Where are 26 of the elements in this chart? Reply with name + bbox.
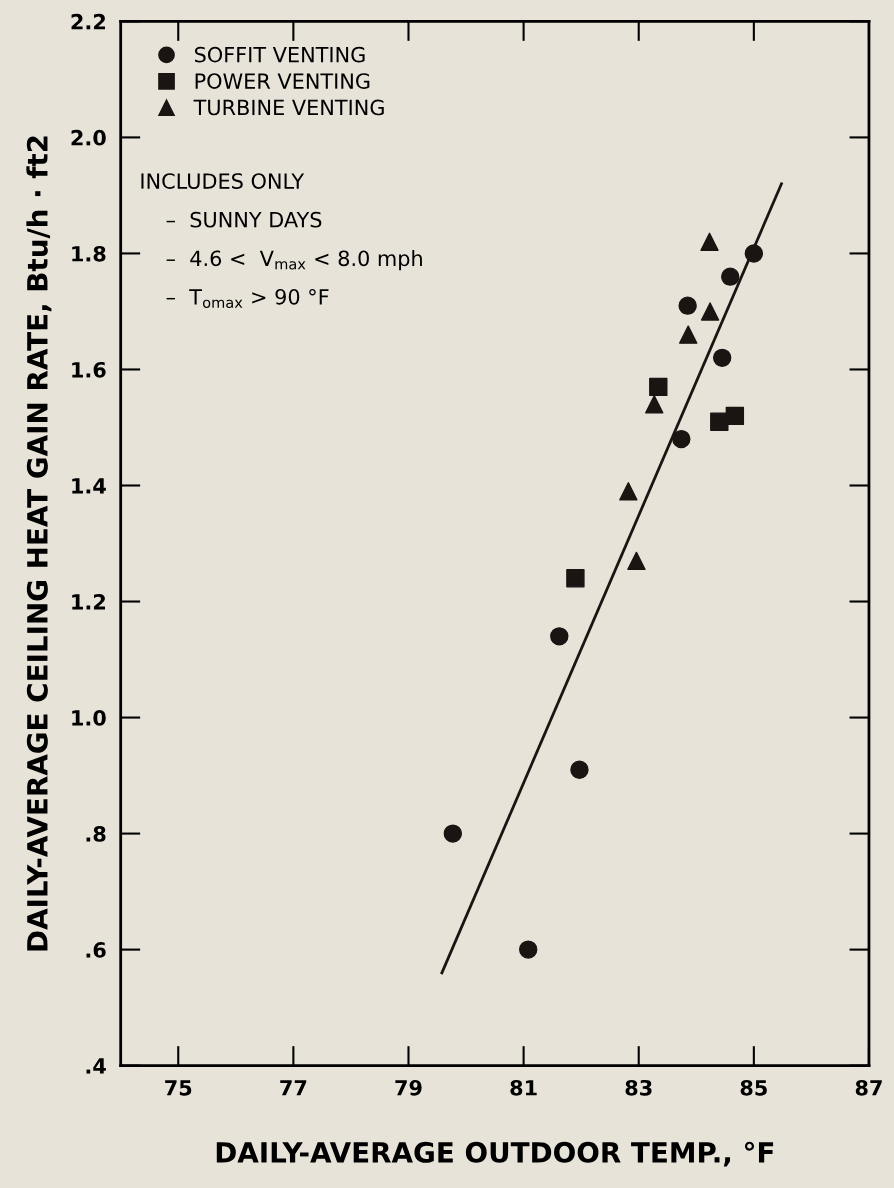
y-tick-label: 1.6 bbox=[72, 361, 106, 378]
y-tick-label: 1.2 bbox=[72, 593, 105, 610]
x-tick-label: 81 bbox=[510, 1079, 537, 1096]
y-tick-label: .6 bbox=[86, 942, 106, 958]
legend-label: SOFFIT VENTING bbox=[194, 46, 365, 63]
y-tick-label: .4 bbox=[86, 1058, 106, 1074]
x-axis-title: DAILY-AVERAGE OUTDOOR TEMP., °F bbox=[216, 1141, 774, 1167]
legend-label: POWER VENTING bbox=[195, 73, 370, 89]
x-tick-label: 75 bbox=[165, 1080, 192, 1096]
y-tick-label: 2.2 bbox=[71, 13, 105, 30]
x-tick-label: 85 bbox=[740, 1079, 767, 1096]
legend-label: TURBINE VENTING bbox=[193, 99, 384, 116]
annotation: INCLUDES ONLY bbox=[141, 173, 305, 189]
x-tick-label: 79 bbox=[395, 1079, 422, 1096]
annotation: – T$_{omax}$ > 90 °F bbox=[166, 288, 329, 309]
y-tick-label: .8 bbox=[86, 826, 106, 842]
y-tick-label: 1.4 bbox=[72, 478, 106, 494]
x-tick-label: 83 bbox=[625, 1079, 652, 1096]
y-tick-label: 1.0 bbox=[72, 710, 106, 726]
x-tick-label: 87 bbox=[855, 1079, 882, 1096]
y-axis-title: DAILY-AVERAGE CEILING HEAT GAIN RATE, Btu/h · ft2 bbox=[26, 136, 52, 951]
y-tick-label: 1.8 bbox=[72, 245, 106, 262]
x-tick-label: 77 bbox=[280, 1080, 307, 1096]
annotation: – 4.6 < V$_{max}$ < 8.0 mph bbox=[166, 250, 422, 271]
y-tick-label: 2.0 bbox=[71, 129, 106, 146]
annotation: – SUNNY DAYS bbox=[166, 211, 322, 228]
